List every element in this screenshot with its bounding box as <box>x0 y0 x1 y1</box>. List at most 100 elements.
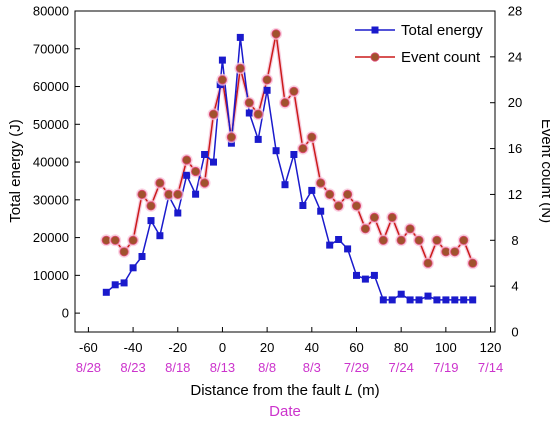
total-energy-point <box>201 151 209 158</box>
event-count-point <box>280 98 290 108</box>
event-count-point <box>271 29 281 39</box>
total-energy-point <box>397 290 405 298</box>
date-tick-label: 8/3 <box>303 360 321 375</box>
total-energy-point <box>227 139 235 147</box>
total-energy-point <box>433 296 441 304</box>
y-left-tick-label: 10000 <box>33 268 69 283</box>
total-energy-point <box>370 271 378 279</box>
event-count-point <box>289 86 299 96</box>
total-energy-point <box>460 296 468 304</box>
event-count-point <box>235 63 245 73</box>
total-energy-point <box>174 209 182 217</box>
event-count-point <box>119 247 129 257</box>
x-axis-title: Distance from the fault L (m) <box>190 382 379 399</box>
event-count-point <box>333 201 344 211</box>
event-count-point <box>244 98 254 108</box>
y-left-tick-label: 60000 <box>33 79 69 94</box>
event-count-point <box>217 75 227 85</box>
event-count-point <box>128 235 138 245</box>
total-energy-point <box>353 271 360 279</box>
plot-area-border <box>74 10 496 333</box>
y-right-tick-label: 8 <box>511 233 518 248</box>
event-count-point <box>200 178 210 188</box>
x-tick-label: 20 <box>260 340 274 355</box>
x-tick-label: 40 <box>305 340 319 355</box>
event-count-point <box>173 189 183 199</box>
total-energy-point <box>210 158 217 166</box>
y-right-tick-label: 24 <box>508 49 522 64</box>
event-count-point <box>208 109 219 119</box>
x-tick-label: -40 <box>124 340 143 355</box>
y-left-tick-label: 40000 <box>33 155 69 170</box>
right-axis-ticks: 0 4 8 12 16 20 24 28 <box>490 4 522 340</box>
total-energy-point <box>272 147 280 155</box>
event-count-point <box>414 235 424 245</box>
x-tick-label: -60 <box>79 340 98 355</box>
date-axis-ticks: 8/28 8/23 8/18 8/13 8/8 8/3 7/29 7/24 7/19 7/14 <box>76 360 503 375</box>
series-layer <box>100 27 479 304</box>
total-energy-point <box>263 86 271 94</box>
total-energy-point <box>424 292 432 300</box>
total-energy-point <box>120 279 128 287</box>
x-tick-label: 80 <box>394 340 408 355</box>
event-count-point <box>325 189 335 199</box>
event-count-point <box>298 144 308 154</box>
date-axis-title: Date <box>269 403 301 420</box>
event-count-point <box>369 212 379 222</box>
event-count-point <box>262 75 272 85</box>
event-count-point <box>182 155 192 165</box>
legend: Total energy Event count <box>355 22 483 66</box>
date-tick-label: 7/29 <box>344 360 369 375</box>
event-count-point <box>146 201 156 211</box>
total-energy-point <box>156 232 164 240</box>
total-energy-point <box>361 275 369 283</box>
total-energy-point <box>245 109 253 117</box>
event-count-point <box>137 189 147 199</box>
total-energy-point <box>308 186 316 194</box>
event-count-point <box>405 224 415 234</box>
event-count-point <box>351 201 362 211</box>
x-tick-label: 120 <box>480 340 502 355</box>
legend-label-total-energy: Total energy <box>401 22 483 39</box>
date-tick-label: 7/19 <box>433 360 458 375</box>
date-tick-label: 8/28 <box>76 360 101 375</box>
event-count-point <box>459 235 469 245</box>
y-right-tick-label: 0 <box>511 325 518 340</box>
event-count-point <box>316 178 326 188</box>
x-tick-label: -20 <box>168 340 187 355</box>
x-tick-label: 100 <box>435 340 457 355</box>
date-tick-label: 7/14 <box>478 360 503 375</box>
event-count-point <box>342 189 353 199</box>
y-left-tick-label: 20000 <box>33 230 69 245</box>
event-count-point <box>423 258 433 268</box>
left-axis-ticks: 0 10000 20000 30000 40000 50000 60000 70000 8000… <box>33 4 80 321</box>
date-tick-label: 8/23 <box>120 360 145 375</box>
total-energy-point <box>388 296 396 304</box>
y-right-tick-label: 12 <box>508 187 522 202</box>
date-tick-label: 8/13 <box>210 360 235 375</box>
event-count-point <box>378 235 388 245</box>
event-count-point <box>191 166 201 177</box>
y-left-tick-label: 70000 <box>33 41 69 56</box>
y-left-axis-title: Total energy (J) <box>7 119 24 222</box>
y-left-tick-label: 0 <box>62 306 69 321</box>
event-count-point <box>226 132 236 142</box>
total-energy-point <box>218 56 226 64</box>
total-energy-point <box>317 207 325 215</box>
total-energy-point <box>442 296 450 304</box>
total-energy-point <box>138 253 146 260</box>
total-energy-point <box>111 281 119 289</box>
y-right-tick-label: 4 <box>511 279 518 294</box>
total-energy-point <box>344 245 352 253</box>
y-right-tick-label: 28 <box>508 4 522 19</box>
event-count-point <box>360 224 370 234</box>
event-count-point <box>450 247 460 257</box>
total-energy-point <box>192 190 200 198</box>
x-axis-ticks: -60 -40 -20 0 20 40 60 80 100 120 <box>79 327 501 355</box>
y-right-tick-label: 20 <box>508 95 522 110</box>
total-energy-point <box>326 241 334 249</box>
y-left-tick-label: 50000 <box>33 117 69 132</box>
x-tick-label: 60 <box>349 340 363 355</box>
event-count-point <box>396 235 406 245</box>
y-left-tick-label: 80000 <box>33 4 69 19</box>
